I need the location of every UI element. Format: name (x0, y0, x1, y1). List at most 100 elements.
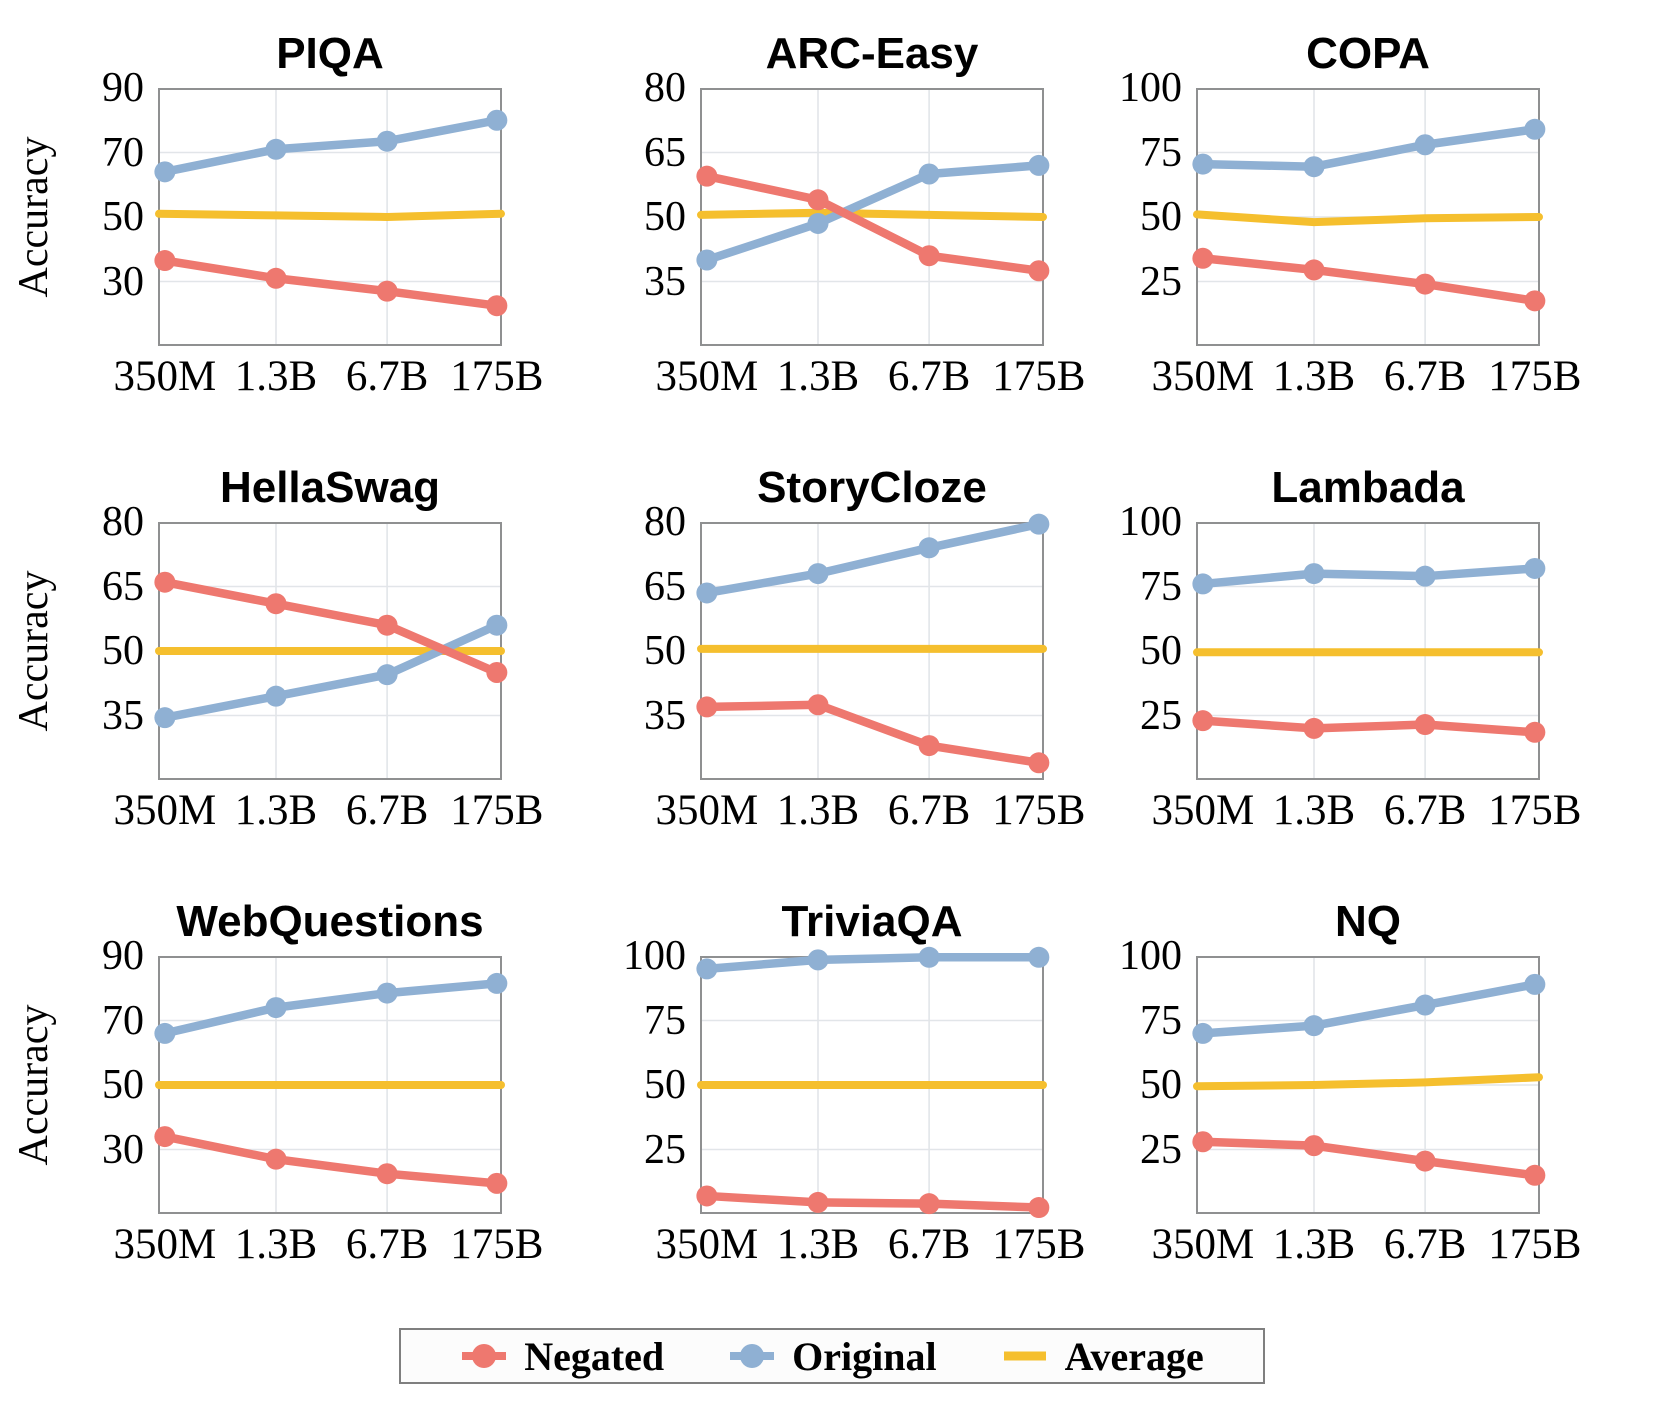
x-tick-label: 175B (992, 353, 1086, 400)
plot-area (154, 88, 508, 346)
data-point-negated (1303, 259, 1325, 281)
plot-box (1192, 522, 1546, 780)
plot-box (1192, 956, 1546, 1214)
data-point-original (1414, 134, 1436, 156)
data-point-negated (1192, 1131, 1214, 1153)
data-point-negated (1524, 721, 1546, 743)
chart-title: COPA (1306, 28, 1430, 78)
data-point-negated (918, 1193, 940, 1215)
data-point-original (154, 161, 176, 183)
data-point-negated (376, 614, 398, 636)
chart-title: Lambada (1271, 462, 1465, 512)
x-tick-label: 1.3B (1272, 1221, 1356, 1268)
y-tick-label: 80 (102, 499, 144, 545)
data-point-negated (1524, 290, 1546, 312)
series-negated-line (160, 256, 502, 310)
legend-label-original: Original (792, 1333, 937, 1379)
data-point-negated (696, 696, 718, 718)
chart-title: StoryCloze (757, 462, 987, 512)
x-tick-label: 175B (450, 787, 544, 834)
plot-area (696, 88, 1050, 346)
y-axis-ticks: 100 75 50 25 (1100, 934, 1182, 1214)
chart-grid: PIQA Accuracy 90 70 50 30 350M 1.3B 6.7B 175B … (0, 28, 1664, 1272)
y-tick-label: 80 (644, 499, 686, 545)
data-point-negated (265, 1148, 287, 1170)
data-point-original (376, 982, 398, 1004)
chart-storycloze: StoryCloze 80 65 50 35 350M 1.3B 6.7B 175B (560, 440, 1100, 838)
data-point-original (807, 563, 829, 585)
plot-area (696, 513, 1050, 780)
plot-area (154, 522, 508, 780)
average-marker-icon (1003, 1351, 1046, 1361)
chart-webquestions: WebQuestions Accuracy 90 70 50 30 350M 1.3B 6… (0, 874, 560, 1272)
x-axis-ticks: 350M 1.3B 6.7B 175B (1152, 346, 1582, 404)
data-point-original (486, 972, 508, 994)
data-point-original (1303, 156, 1325, 178)
y-axis-ticks: 90 70 50 30 (0, 934, 144, 1214)
data-point-original (486, 109, 508, 131)
y-tick-label: 80 (644, 65, 686, 111)
y-tick-label: 35 (102, 692, 144, 739)
y-tick-label: 100 (623, 933, 686, 979)
legend-item-negated: Negated (460, 1333, 664, 1380)
data-point-negated (486, 295, 508, 317)
data-point-original (1192, 1022, 1214, 1044)
data-point-original (1414, 565, 1436, 587)
series-original-line (160, 979, 502, 1038)
x-tick-label: 175B (450, 353, 544, 400)
x-tick-label: 1.3B (776, 787, 860, 834)
series-original-line (702, 953, 1044, 974)
y-axis-ticks: 80 65 50 35 (0, 500, 144, 780)
series-negated-line (702, 1191, 1044, 1212)
y-axis-ticks: 100 75 50 25 (560, 934, 686, 1214)
x-axis-ticks: 350M 1.3B 6.7B 175B (114, 780, 544, 838)
x-tick-label: 1.3B (234, 787, 318, 834)
x-axis-ticks: 350M 1.3B 6.7B 175B (656, 346, 1086, 404)
data-point-original (1303, 1015, 1325, 1037)
data-point-original (265, 685, 287, 707)
data-point-negated (1303, 1135, 1325, 1157)
x-tick-label: 6.7B (345, 1221, 429, 1268)
y-tick-label: 50 (102, 1062, 144, 1108)
original-marker-icon (730, 1344, 775, 1368)
data-point-original (265, 138, 287, 160)
y-tick-label: 25 (644, 1126, 686, 1173)
data-point-negated (486, 1172, 508, 1194)
plot-box (154, 522, 508, 780)
plot-box (696, 513, 1050, 780)
data-point-original (1028, 154, 1050, 176)
x-axis-ticks: 350M 1.3B 6.7B 175B (114, 1214, 544, 1272)
y-tick-label: 25 (1140, 692, 1182, 739)
data-point-original (1524, 973, 1546, 995)
x-tick-label: 350M (1151, 353, 1255, 400)
data-point-negated (918, 245, 940, 267)
data-point-original (918, 946, 940, 968)
series-average-line (1193, 1073, 1543, 1091)
y-axis-ticks: 80 65 50 35 (560, 66, 686, 346)
series-average-line (697, 208, 1047, 221)
chart-nq: NQ 100 75 50 25 350M 1.3B 6.7B 175B (1100, 874, 1664, 1272)
series-original-line (160, 620, 502, 722)
chart-hellaswag: HellaSwag Accuracy 80 65 50 35 350M 1.3B 6.7B… (0, 440, 560, 838)
series-negated-line (1198, 716, 1540, 737)
data-point-original (1303, 563, 1325, 585)
y-tick-label: 50 (644, 194, 686, 240)
y-axis-ticks: 90 70 50 30 (0, 66, 144, 346)
x-tick-label: 175B (992, 787, 1086, 834)
x-tick-label: 1.3B (234, 1221, 318, 1268)
series-negated-line (1198, 254, 1540, 306)
chart-title: HellaSwag (219, 462, 441, 512)
x-axis-ticks: 350M 1.3B 6.7B 175B (114, 346, 544, 404)
x-tick-label: 1.3B (1272, 353, 1356, 400)
data-point-original (1192, 153, 1214, 175)
y-axis-ticks: 100 75 50 25 (1100, 500, 1182, 780)
data-point-original (1524, 557, 1546, 579)
data-point-original (918, 537, 940, 559)
x-tick-label: 350M (1151, 787, 1255, 834)
series-original-line (160, 116, 502, 177)
y-tick-label: 50 (102, 194, 144, 240)
data-point-negated (154, 571, 176, 593)
data-point-negated (696, 1185, 718, 1207)
plot-box (154, 88, 508, 346)
data-point-original (1414, 994, 1436, 1016)
